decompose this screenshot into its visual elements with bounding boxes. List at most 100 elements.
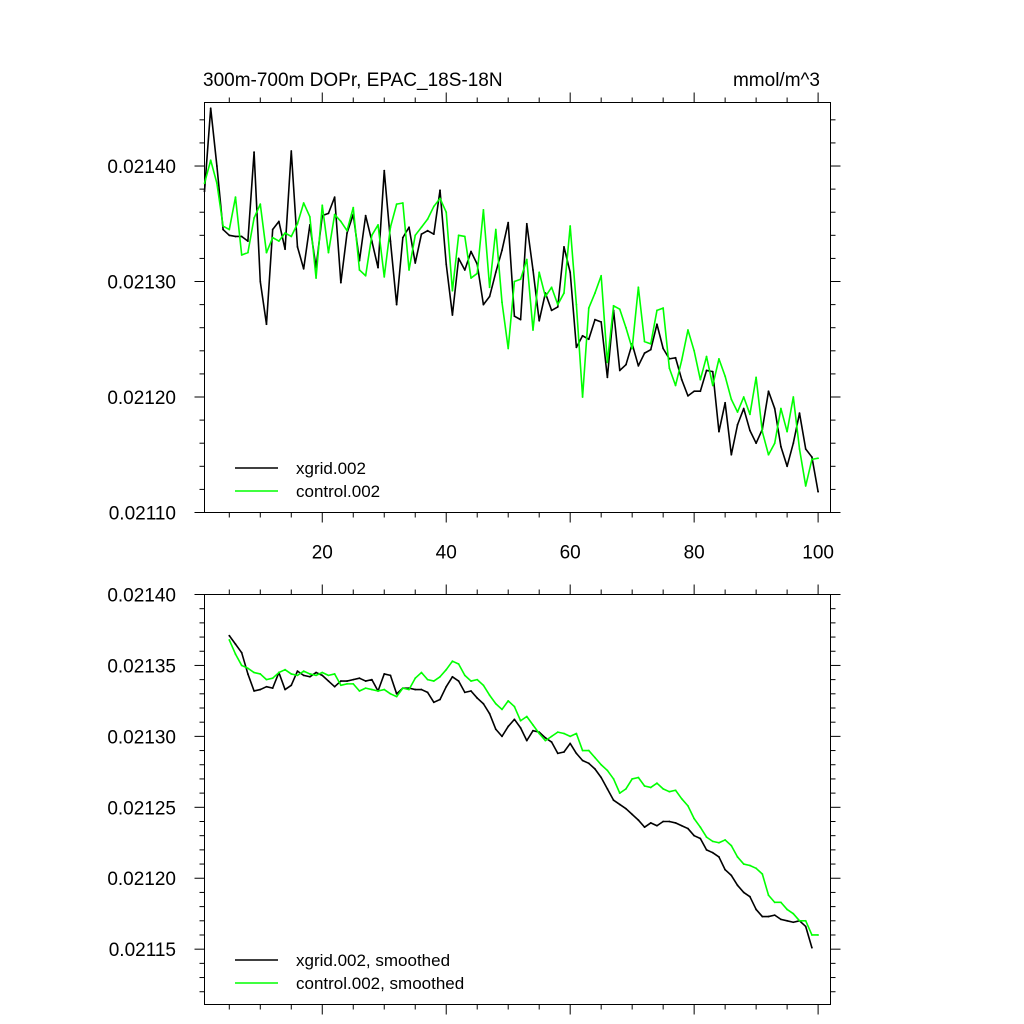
data-point	[693, 817, 696, 820]
data-point	[649, 786, 652, 789]
data-point	[488, 295, 491, 298]
data-point	[377, 224, 379, 226]
data-point	[519, 726, 522, 729]
data-point	[742, 407, 745, 410]
data-point	[234, 653, 237, 655]
data-point	[488, 694, 491, 697]
data-point	[656, 782, 658, 785]
data-point	[308, 673, 311, 675]
data-point	[494, 271, 497, 274]
data-point	[600, 776, 603, 779]
data-point	[401, 236, 404, 239]
data-point	[773, 442, 776, 445]
data-point	[290, 150, 293, 152]
data-point	[699, 837, 702, 840]
data-point	[414, 262, 417, 264]
data-point	[538, 732, 541, 735]
y-tick-label: 0.02130	[107, 273, 176, 294]
data-point	[476, 697, 479, 699]
data-point	[556, 303, 559, 306]
legend-label: control.002, smoothed	[296, 974, 464, 993]
data-point	[693, 349, 696, 352]
data-point	[711, 370, 714, 373]
data-point	[532, 729, 534, 732]
series-line-xgrid-002	[203, 107, 819, 492]
data-point	[507, 700, 510, 702]
data-point	[525, 222, 528, 225]
data-point	[463, 691, 466, 694]
data-point	[451, 314, 454, 316]
data-point	[798, 412, 801, 415]
data-point	[463, 235, 466, 238]
data-point	[761, 873, 764, 875]
data-point	[339, 684, 342, 687]
data-point	[470, 690, 472, 692]
data-point	[631, 347, 634, 350]
data-point	[587, 749, 590, 752]
data-point	[215, 182, 218, 185]
data-point	[606, 376, 609, 379]
data-point	[718, 430, 720, 433]
data-point	[389, 674, 392, 677]
data-point	[284, 232, 286, 234]
data-point	[581, 749, 584, 752]
series-line-control-002-smoothed	[228, 639, 819, 936]
data-point	[674, 384, 677, 387]
data-point	[767, 915, 770, 918]
data-point	[414, 688, 417, 691]
data-point	[339, 220, 342, 223]
data-point	[780, 407, 782, 410]
data-point	[563, 732, 565, 735]
data-point	[476, 272, 479, 275]
y-tick-label: 0.02135	[107, 656, 176, 677]
data-point	[445, 263, 448, 266]
data-point	[488, 286, 491, 289]
series-points	[228, 634, 813, 949]
data-point	[339, 680, 342, 682]
top-panel-title: 300m-700m DOPr, EPAC_18S-18N	[203, 70, 503, 91]
data-point	[513, 718, 516, 721]
data-point	[538, 319, 541, 322]
data-point	[445, 668, 448, 671]
data-point	[631, 778, 634, 780]
data-point	[364, 687, 367, 690]
series-points	[203, 159, 820, 487]
data-point	[364, 274, 367, 277]
data-point	[284, 668, 286, 671]
data-point	[532, 329, 534, 331]
data-point	[792, 442, 795, 445]
data-point	[742, 396, 745, 398]
data-point	[724, 401, 727, 404]
data-point	[346, 229, 348, 232]
data-point	[457, 234, 460, 237]
data-point	[786, 919, 789, 922]
y-tick-label: 0.02115	[109, 940, 176, 961]
legend-label: xgrid.002	[296, 459, 366, 478]
data-point	[494, 228, 497, 231]
data-point	[811, 458, 813, 461]
data-point	[563, 292, 565, 294]
data-point	[643, 340, 646, 343]
data-point	[780, 901, 782, 904]
y-tick-label: 0.02120	[107, 388, 176, 409]
data-point	[432, 233, 435, 236]
data-point	[656, 309, 658, 312]
data-point	[296, 245, 299, 248]
data-point	[482, 303, 485, 306]
data-point	[501, 708, 503, 711]
data-point	[718, 856, 720, 858]
data-point	[699, 826, 702, 829]
data-point	[687, 329, 689, 331]
data-point	[420, 671, 423, 674]
y-tick-label: 0.02130	[107, 727, 176, 748]
data-point	[786, 430, 789, 433]
data-point	[773, 901, 776, 904]
data-point	[550, 735, 553, 738]
data-point	[674, 789, 677, 792]
data-point	[761, 430, 764, 433]
data-point	[612, 778, 615, 780]
data-point	[302, 202, 305, 204]
data-point	[302, 674, 305, 677]
top-panel-ticks: 20 40 60 80 100 0.02110 0.02120 0.02130 0.02140	[107, 92, 841, 564]
